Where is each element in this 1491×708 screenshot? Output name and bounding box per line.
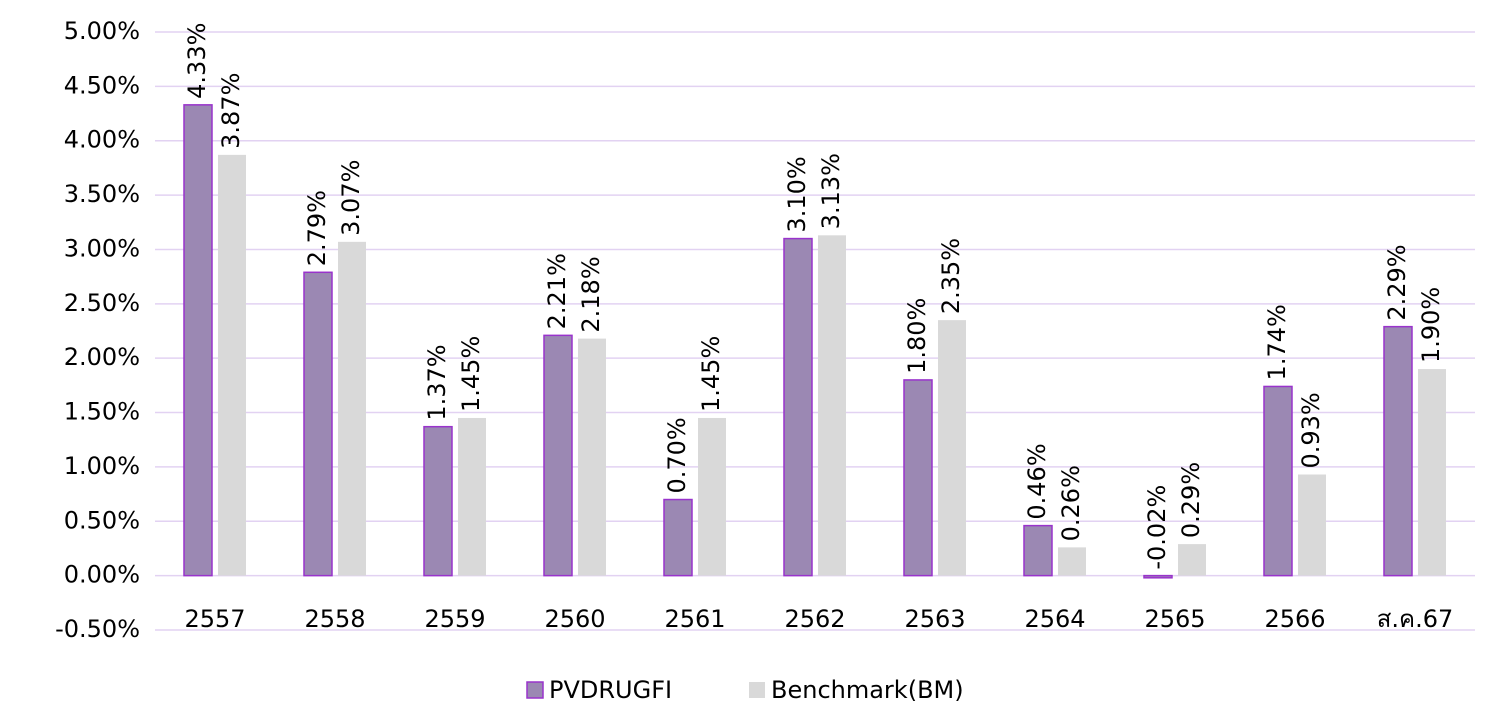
- bar: [783, 237, 813, 577]
- bar: [1383, 325, 1413, 577]
- bar: [183, 104, 213, 577]
- data-label: 0.93%: [1297, 392, 1325, 468]
- data-label: 1.37%: [423, 344, 451, 420]
- legend-swatch: [749, 682, 765, 698]
- y-tick-label: 1.00%: [64, 452, 140, 480]
- data-label: 1.45%: [457, 336, 485, 412]
- data-label: 1.45%: [697, 336, 725, 412]
- data-label: 2.21%: [543, 253, 571, 329]
- data-label: -0.02%: [1143, 485, 1171, 570]
- y-tick-label: 0.00%: [64, 561, 140, 589]
- data-label: 1.90%: [1417, 287, 1445, 363]
- data-label: 4.33%: [183, 23, 211, 99]
- x-tick-label: 2564: [1024, 605, 1085, 633]
- x-tick-label: 2562: [784, 605, 845, 633]
- data-label: 0.70%: [663, 417, 691, 493]
- data-label: 3.07%: [337, 160, 365, 236]
- legend-label: PVDRUGFI: [549, 676, 672, 704]
- bar: [663, 498, 693, 577]
- data-label: 3.87%: [217, 73, 245, 149]
- x-tick-label: 2558: [304, 605, 365, 633]
- x-tick-label: 2566: [1264, 605, 1325, 633]
- x-tick-label: 2560: [544, 605, 605, 633]
- bar: [1023, 524, 1053, 577]
- x-tick-label: 2559: [424, 605, 485, 633]
- y-tick-label: 3.50%: [64, 180, 140, 208]
- y-tick-label: 4.00%: [64, 126, 140, 154]
- data-label: 0.29%: [1177, 462, 1205, 538]
- x-tick-label: 2563: [904, 605, 965, 633]
- data-label: 0.26%: [1057, 465, 1085, 541]
- bar: [218, 154, 246, 576]
- bar: [423, 425, 453, 577]
- y-tick-label: 2.50%: [64, 289, 140, 317]
- data-label: 2.29%: [1383, 244, 1411, 320]
- bar: [1418, 369, 1446, 576]
- x-tick-label: 2565: [1144, 605, 1205, 633]
- data-label: 0.46%: [1023, 443, 1051, 519]
- legend-label: Benchmark(BM): [771, 676, 964, 704]
- y-tick-label: 0.50%: [64, 506, 140, 534]
- bar: [303, 271, 333, 577]
- y-tick-label: 1.50%: [64, 398, 140, 426]
- data-label: 2.79%: [303, 190, 331, 266]
- y-tick-label: 5.00%: [64, 17, 140, 45]
- bar: [1298, 474, 1326, 576]
- bar: [938, 320, 966, 576]
- x-tick-label: 2557: [184, 605, 245, 633]
- data-label: 3.13%: [817, 153, 845, 229]
- y-tick-label: 2.00%: [64, 343, 140, 371]
- data-label: 2.35%: [937, 238, 965, 314]
- data-label: 1.80%: [903, 298, 931, 374]
- bar: [818, 235, 846, 576]
- y-tick-label: -0.50%: [55, 615, 140, 643]
- x-tick-label: ส.ค.67: [1377, 605, 1454, 633]
- bar: [903, 379, 933, 577]
- y-tick-label: 3.00%: [64, 234, 140, 262]
- bar: [578, 338, 606, 576]
- data-label: 1.74%: [1263, 304, 1291, 380]
- x-tick-label: 2561: [664, 605, 725, 633]
- bar: [1263, 385, 1293, 577]
- y-tick-label: 4.50%: [64, 71, 140, 99]
- bar: [1058, 547, 1086, 576]
- bar: [543, 334, 573, 577]
- bar: [338, 241, 366, 576]
- bar: [698, 417, 726, 576]
- bar: [1178, 544, 1206, 576]
- data-label: 3.10%: [783, 156, 811, 232]
- bar: [458, 417, 486, 576]
- bar: [1143, 574, 1173, 579]
- legend-swatch: [526, 681, 544, 699]
- data-label: 2.18%: [577, 256, 605, 332]
